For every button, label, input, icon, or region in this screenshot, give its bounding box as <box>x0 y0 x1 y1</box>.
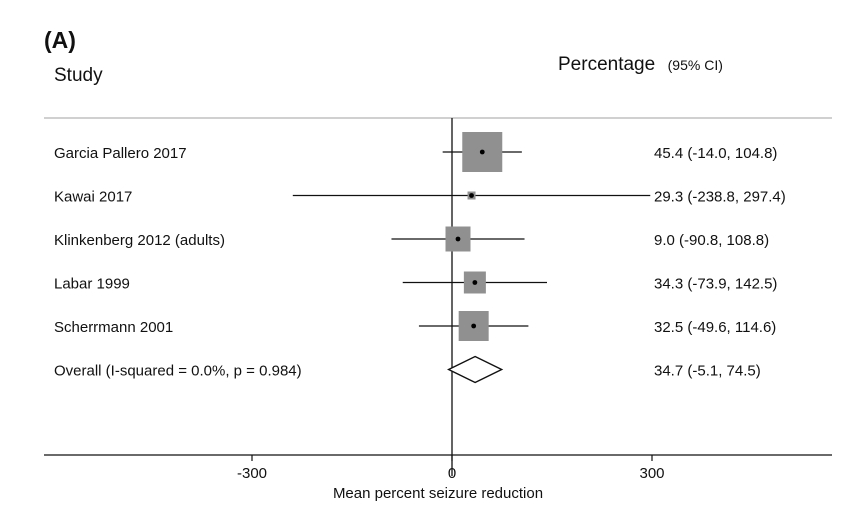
x-tick-label: -300 <box>237 465 267 482</box>
x-ticks: -300 0 300 <box>237 455 665 482</box>
point-estimate <box>472 280 478 285</box>
overall-row: Overall (I-squared = 0.0%, p = 0.984) 34.… <box>54 355 761 384</box>
study-name: Scherrmann 2001 <box>54 319 173 336</box>
study-name: Klinkenberg 2012 (adults) <box>54 232 225 249</box>
study-name: Labar 1999 <box>54 276 130 293</box>
x-tick-label: 300 <box>639 465 664 482</box>
study-row: Labar 1999 34.3 (-73.9, 142.5) <box>54 271 777 294</box>
study-name: Garcia Pallero 2017 <box>54 145 187 162</box>
overall-name: Overall (I-squared = 0.0%, p = 0.984) <box>54 363 302 380</box>
study-rows: Garcia Pallero 2017 45.4 (-14.0, 104.8) Ka… <box>54 132 786 384</box>
point-estimate <box>455 236 461 242</box>
overall-diamond <box>447 355 504 384</box>
estimate-header-label: Percentage <box>558 54 655 75</box>
estimate-label: 29.3 (-238.8, 297.4) <box>654 189 786 206</box>
x-tick-label: 0 <box>448 465 456 482</box>
x-axis-label: Mean percent seizure reduction <box>333 485 543 502</box>
estimate-header: Percentage (95% CI) <box>558 54 723 75</box>
study-row: Kawai 2017 29.3 (-238.8, 297.4) <box>54 189 786 206</box>
panel-label: (A) <box>44 27 76 53</box>
overall-label: 34.7 (-5.1, 74.5) <box>654 363 761 380</box>
estimate-label: 45.4 (-14.0, 104.8) <box>654 145 777 162</box>
study-name: Kawai 2017 <box>54 189 132 206</box>
study-header: Study <box>54 65 103 86</box>
study-row: Garcia Pallero 2017 45.4 (-14.0, 104.8) <box>54 132 777 172</box>
point-estimate <box>479 149 485 155</box>
study-row: Scherrmann 2001 32.5 (-49.6, 114.6) <box>54 311 776 341</box>
study-row: Klinkenberg 2012 (adults) 9.0 (-90.8, 108… <box>54 226 769 252</box>
estimate-label: 32.5 (-49.6, 114.6) <box>654 319 776 336</box>
estimate-label: 9.0 (-90.8, 108.8) <box>654 232 769 249</box>
point-estimate <box>471 323 477 329</box>
ci-header-label: (95% CI) <box>668 57 723 73</box>
point-estimate <box>469 193 474 198</box>
estimate-label: 34.3 (-73.9, 142.5) <box>654 276 777 293</box>
